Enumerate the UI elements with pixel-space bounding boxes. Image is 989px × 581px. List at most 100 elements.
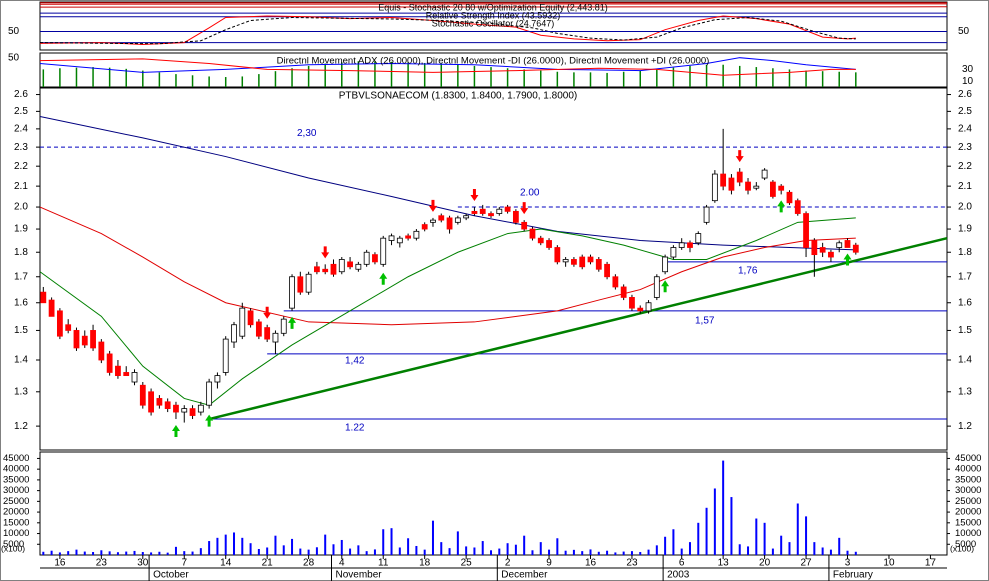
volume-bar bbox=[622, 551, 625, 555]
candle-body bbox=[396, 237, 403, 244]
candle-body bbox=[363, 251, 370, 265]
candle-body bbox=[314, 266, 320, 273]
adx-bar bbox=[755, 67, 758, 87]
volume-bar bbox=[664, 536, 667, 555]
adx-bar bbox=[423, 62, 426, 87]
candle-body bbox=[90, 330, 96, 349]
y-tick-label: 10 bbox=[962, 76, 974, 87]
candle-body bbox=[786, 191, 793, 204]
candle-body bbox=[131, 372, 138, 383]
volume-bar bbox=[813, 542, 816, 555]
volume-bar bbox=[291, 538, 294, 555]
adx-bar bbox=[656, 69, 658, 87]
candle-body bbox=[662, 256, 669, 273]
volume-bar bbox=[299, 548, 302, 555]
volume-panel bbox=[39, 451, 948, 556]
y-tick-label: 2.0 bbox=[958, 202, 972, 213]
x-tick-label: 23 bbox=[96, 558, 108, 569]
y-tick-label: 40000 bbox=[3, 464, 29, 475]
candle-body bbox=[512, 210, 519, 223]
adx-bar bbox=[291, 68, 293, 87]
volume-bar bbox=[448, 548, 451, 555]
volume-bar bbox=[680, 548, 683, 555]
volume-bar bbox=[75, 549, 78, 555]
panel-title: Relative Strength Index (43.5932) bbox=[426, 10, 561, 20]
candle-body bbox=[206, 381, 213, 406]
x-tick-label: 7 bbox=[181, 558, 187, 569]
volume-bar bbox=[846, 550, 849, 555]
volume-bar bbox=[282, 545, 285, 555]
volume-bar bbox=[365, 551, 368, 555]
candle-body bbox=[587, 256, 594, 263]
candle-body bbox=[687, 242, 693, 248]
adx-bar bbox=[92, 67, 94, 87]
adx-bar bbox=[457, 64, 459, 87]
adx-bar bbox=[374, 61, 376, 87]
volume-bar bbox=[854, 551, 857, 555]
candle-body bbox=[81, 335, 88, 346]
adx-bar bbox=[738, 65, 741, 87]
candle-body bbox=[305, 273, 312, 293]
volume-bar bbox=[506, 543, 509, 555]
candle-body bbox=[836, 242, 843, 248]
candle-body bbox=[769, 181, 776, 197]
candle-body bbox=[338, 259, 345, 273]
buy-arrow bbox=[205, 414, 214, 427]
volume-bar bbox=[730, 497, 733, 555]
volume-bar bbox=[208, 541, 211, 555]
candle-body bbox=[637, 307, 644, 312]
candle-body bbox=[537, 237, 544, 244]
volume-bar bbox=[233, 532, 236, 555]
y-tick-label: 1.5 bbox=[14, 325, 28, 336]
candle-body bbox=[65, 324, 72, 331]
month-label: November bbox=[335, 570, 382, 581]
adx-bar bbox=[390, 61, 393, 87]
y-tick-label: 35000 bbox=[955, 474, 981, 485]
volume-bar bbox=[216, 537, 219, 555]
adx-bar bbox=[108, 67, 111, 87]
adx-bar bbox=[324, 63, 326, 87]
volume-bar bbox=[630, 551, 633, 555]
y-tick-label: 45000 bbox=[955, 453, 981, 464]
y-tick-label: 2.3 bbox=[14, 142, 28, 153]
y-tick-label: 2.6 bbox=[14, 89, 28, 100]
volume-unit: (x100) bbox=[950, 543, 974, 553]
candle-body bbox=[745, 181, 751, 191]
level-label: 2.00 bbox=[520, 188, 540, 199]
y-tick-label: 1.8 bbox=[14, 247, 28, 258]
x-tick-label: 6 bbox=[679, 558, 685, 569]
volume-bar bbox=[581, 551, 584, 555]
y-tick-label: 1.5 bbox=[958, 325, 972, 336]
volume-bar bbox=[50, 550, 53, 555]
candle-body bbox=[405, 235, 412, 239]
candle-body bbox=[521, 221, 528, 230]
candle-body bbox=[736, 171, 743, 183]
volume-bar bbox=[473, 547, 476, 555]
volume-bar bbox=[407, 538, 410, 555]
volume-bar bbox=[805, 516, 808, 555]
x-tick-label: 28 bbox=[303, 558, 315, 569]
x-tick-label: 2 bbox=[505, 558, 511, 569]
volume-bar bbox=[780, 535, 783, 555]
adx-bar bbox=[672, 67, 675, 87]
y-tick-label: 15000 bbox=[3, 517, 29, 528]
volume-bar bbox=[332, 544, 335, 555]
adx-bar bbox=[274, 71, 277, 87]
x-tick-label: 16 bbox=[54, 558, 66, 569]
candle-body bbox=[56, 310, 63, 337]
candle-body bbox=[488, 213, 494, 217]
sell-arrow bbox=[735, 150, 744, 163]
y-tick-label: 30000 bbox=[3, 485, 29, 496]
candle-body bbox=[222, 338, 229, 373]
y-tick-label: 2.0 bbox=[14, 202, 28, 213]
y-tick-label: 10000 bbox=[3, 528, 29, 539]
y-tick-label: 5000 bbox=[955, 539, 976, 550]
candle-body bbox=[372, 254, 378, 263]
month-label: December bbox=[501, 570, 548, 581]
candle-body bbox=[297, 276, 304, 293]
candle-body bbox=[40, 291, 47, 304]
panel-title: Equis - Stochastic 20 80 w/Optimization … bbox=[378, 2, 608, 12]
volume-bar bbox=[249, 543, 252, 555]
level-label: 2,30 bbox=[297, 128, 317, 139]
